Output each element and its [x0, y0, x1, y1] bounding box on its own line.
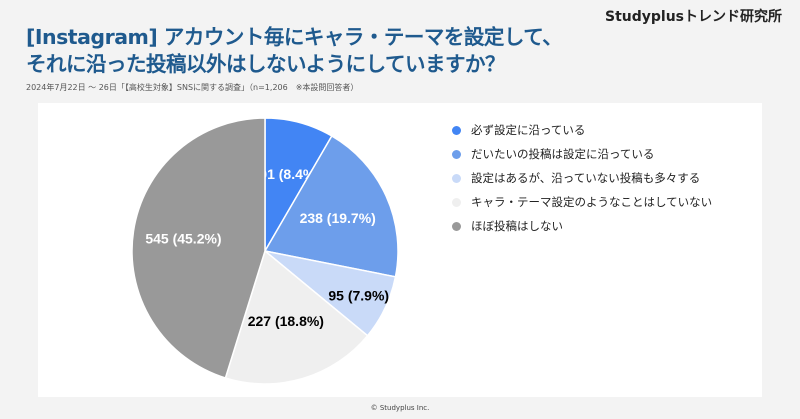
- pie-slice: [263, 134, 399, 278]
- title-line-1: [Instagram] アカウント毎にキャラ・テーマを設定して、: [26, 25, 563, 49]
- legend-marker: [452, 197, 461, 207]
- legend-marker: [452, 149, 461, 159]
- subtitle: 2024年7月22日 ～ 26日「【高校生対象】SNSに関する調査」（n=1,2…: [26, 83, 359, 92]
- title-line-2: それに沿った投稿以外はしないようにしていますか？: [26, 52, 505, 76]
- legend-label: だいたいの投稿は設定に沿っている: [471, 147, 655, 161]
- legend-marker: [452, 221, 461, 231]
- legend-label: 設定はあるが、沿っていない投稿も多々する: [471, 171, 701, 185]
- legend-marker: [452, 125, 461, 135]
- data-label: 238 (19.7%): [300, 210, 376, 226]
- data-label: 545 (45.2%): [145, 231, 221, 247]
- legend-item: 必ず設定に沿っている: [452, 118, 712, 142]
- legend-item: キャラ・テーマ設定のようなことはしていない: [452, 190, 712, 214]
- page-title: [Instagram] アカウント毎にキャラ・テーマを設定して、 それに沿った投稿…: [26, 24, 563, 78]
- legend-marker: [452, 173, 461, 183]
- pie-slice: [224, 249, 369, 385]
- data-label: 227 (18.8%): [248, 313, 324, 329]
- legend-item: ほぼ投稿はしない: [452, 214, 712, 238]
- legend-item: だいたいの投稿は設定に沿っている: [452, 142, 712, 166]
- legend-label: 必ず設定に沿っている: [471, 123, 586, 137]
- legend-label: ほぼ投稿はしない: [471, 219, 563, 233]
- data-label: 101 (8.4%): [252, 166, 320, 182]
- legend-item: 設定はあるが、沿っていない投稿も多々する: [452, 166, 712, 190]
- pie-slice: [131, 117, 266, 379]
- legend-label: キャラ・テーマ設定のようなことはしていない: [471, 195, 713, 209]
- legend: 必ず設定に沿っているだいたいの投稿は設定に沿っている設定はあるが、沿っていない投…: [452, 118, 712, 238]
- footer: © Studyplus Inc.: [370, 404, 430, 412]
- brand-logo: Studyplusトレンド研究所: [604, 9, 782, 25]
- data-label: 95 (7.9%): [328, 287, 389, 303]
